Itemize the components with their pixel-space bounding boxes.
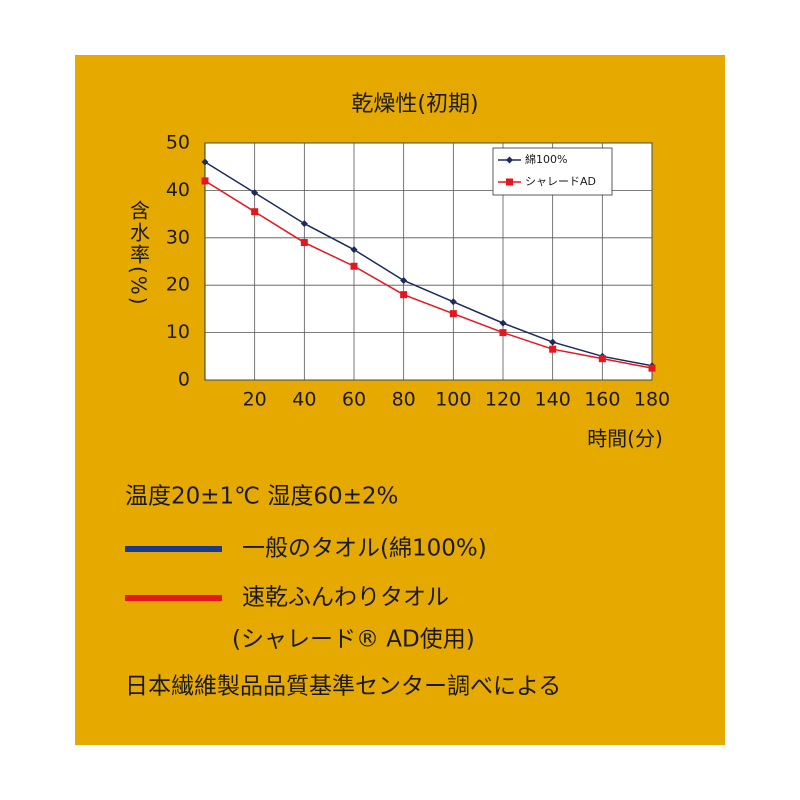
x-tick-label: 100 [435, 389, 471, 411]
marker [251, 208, 259, 216]
marker [499, 319, 507, 327]
x-tick-label: 60 [342, 389, 366, 411]
x-axis-label: 時間(分) [587, 427, 663, 451]
marker [201, 177, 209, 185]
source: 日本繊維製品品質基準センター調べによる [125, 674, 561, 700]
marker [506, 178, 513, 186]
marker [300, 220, 308, 228]
marker [449, 298, 457, 306]
chart-title: 乾燥性(初期) [351, 92, 478, 117]
key-label: 速乾ふんわりタオル [242, 585, 449, 611]
x-tick-label: 80 [392, 389, 416, 411]
marker [400, 291, 408, 299]
marker [648, 364, 656, 372]
marker [400, 276, 408, 284]
key-label: 一般のタオル(綿100%) [242, 536, 487, 562]
legend-label: シャレードAD [525, 175, 596, 188]
x-tick-label: 160 [584, 389, 620, 411]
y-tick-label: 40 [166, 179, 190, 201]
marker [549, 345, 557, 353]
series-line [204, 180, 653, 369]
marker [350, 246, 358, 254]
marker [449, 310, 457, 318]
conditions: 温度20±1℃ 湿度60±2% [125, 484, 398, 510]
marker [201, 158, 209, 166]
legend-box [492, 147, 613, 196]
marker [549, 338, 557, 346]
x-tick-label: 40 [292, 389, 316, 411]
series-line [204, 161, 653, 367]
key-label: (シャレード® AD使用) [232, 627, 475, 653]
y-tick-label: 20 [166, 274, 190, 296]
y-tick-label: 50 [166, 132, 190, 154]
y-tick-label: 30 [166, 226, 190, 248]
x-tick-label: 140 [535, 389, 571, 411]
marker [251, 189, 259, 197]
marker [506, 156, 513, 164]
legend-label: 綿100% [525, 152, 567, 166]
x-tick-label: 120 [485, 389, 521, 411]
marker [300, 239, 308, 247]
marker [499, 329, 507, 337]
legend: 綿100% シャレードAD [492, 147, 613, 196]
x-tick-label: 20 [243, 389, 267, 411]
x-tick-label: 180 [634, 389, 670, 411]
marker [598, 355, 606, 363]
y-tick-label: 10 [166, 321, 190, 343]
marker [350, 262, 358, 270]
y-axis-label: 含水率(%) [127, 200, 151, 307]
y-tick-label: 0 [178, 369, 190, 391]
